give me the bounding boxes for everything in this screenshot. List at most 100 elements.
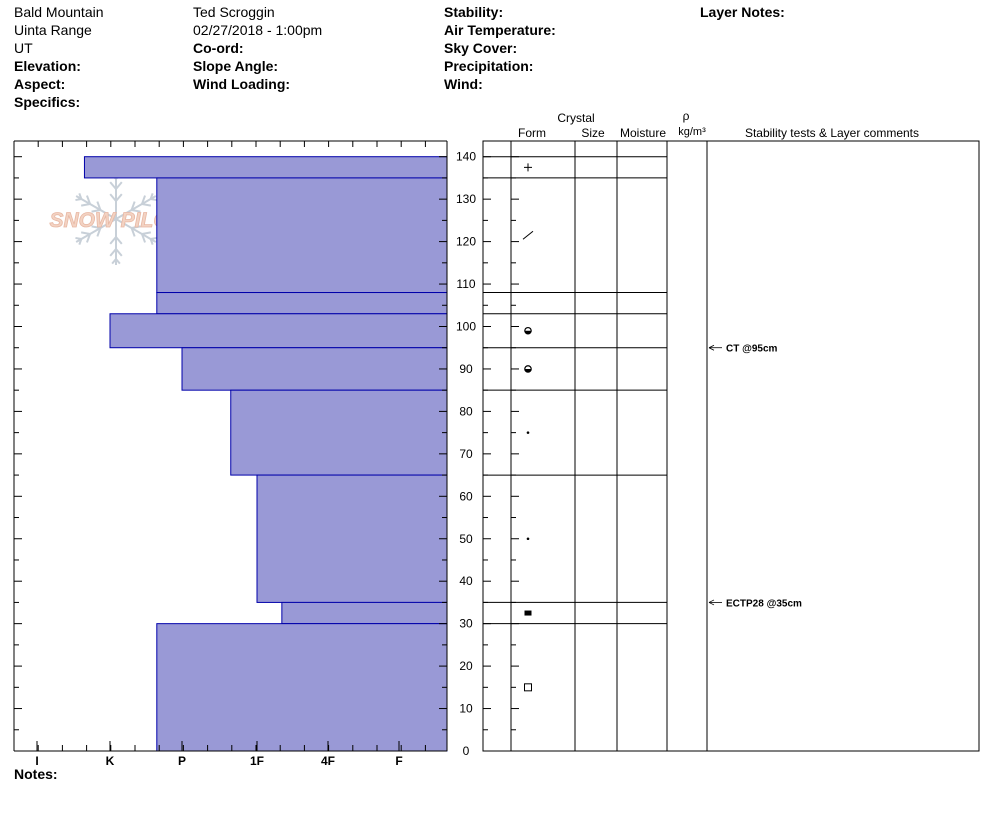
- mountain-range: Uinta Range: [14, 22, 92, 38]
- crystal-form-symbol: [524, 163, 532, 172]
- depth-tick-label: 140: [456, 150, 476, 164]
- depth-tick-label: 110: [456, 277, 475, 291]
- hardness-bar-3: [109, 313, 448, 349]
- snowflake-branch: [131, 209, 141, 213]
- snowflake-branch: [109, 193, 117, 202]
- crystal-form-symbol-fill: [525, 368, 531, 372]
- hardness-bar-5: [230, 389, 448, 476]
- hardness-bar-6: [256, 474, 448, 603]
- hardness-tick-label: 1F: [250, 754, 264, 768]
- snowflake-icon: [75, 173, 157, 265]
- depth-tick-label: 80: [459, 404, 473, 418]
- hardness-bar-0: [83, 156, 448, 179]
- snowflake-branch: [109, 248, 117, 257]
- snowflake-branch: [115, 193, 123, 202]
- snowflake-branch: [115, 248, 123, 257]
- snowflake-arm: [115, 218, 157, 243]
- air-temperature-label: Air Temperature:: [444, 22, 556, 38]
- hardness-axis: I K P 1F 4F F: [35, 741, 403, 768]
- crystal-form-symbol: [524, 610, 532, 616]
- snowflake-arm: [75, 218, 117, 243]
- hardness-bars: [83, 156, 448, 752]
- crystal-form-symbol-fill: [525, 330, 531, 334]
- stability-test-arrowhead: [708, 599, 715, 606]
- snowflake-branch: [80, 231, 91, 235]
- crystal-form-symbol: [526, 431, 530, 434]
- snowflake-branch: [109, 236, 117, 245]
- specifics-label: Specifics:: [14, 94, 81, 110]
- snowflake-branch: [75, 198, 82, 202]
- snowflake-branch: [141, 203, 152, 207]
- hardness-bar-2: [156, 292, 448, 315]
- snowflake-branch: [91, 209, 101, 213]
- stability-test-arrowhead: [708, 344, 715, 351]
- sky-cover-label: Sky Cover:: [444, 40, 518, 56]
- observation-datetime: 02/27/2018 - 1:00pm: [193, 22, 323, 38]
- depth-tick-label: 60: [459, 489, 473, 503]
- stability-test-label: CT @95cm: [726, 344, 778, 355]
- notes-label: Notes:: [14, 766, 58, 782]
- elevation-label: Elevation:: [14, 58, 81, 74]
- precipitation-label: Precipitation:: [444, 58, 534, 74]
- snowflake-branch: [131, 225, 141, 229]
- snowflake-branch: [150, 236, 157, 240]
- hardness-tick-label: 4F: [321, 754, 335, 768]
- crystal-form-symbol: [522, 230, 534, 240]
- form-header: Form: [518, 126, 546, 140]
- snowflake-branch: [115, 181, 123, 190]
- location-name: Bald Mountain: [14, 4, 104, 20]
- depth-tick-label: 40: [459, 574, 473, 588]
- state: UT: [14, 40, 33, 56]
- snowflake-branch: [115, 236, 123, 245]
- snowflake-branch: [96, 227, 102, 237]
- snowflake-branch: [80, 203, 91, 207]
- snowflake-branch: [115, 258, 121, 265]
- table-border: [482, 140, 980, 752]
- depth-tick-label: 10: [459, 702, 473, 716]
- aspect-label: Aspect:: [14, 76, 66, 92]
- slope-angle-label: Slope Angle:: [193, 58, 279, 74]
- depth-tick-label: 120: [456, 235, 476, 249]
- snowflake-branch: [141, 231, 152, 235]
- depth-tick-label: 130: [456, 192, 476, 206]
- snow-pilot-logo: SNOW PILOT: [49, 173, 185, 265]
- depth-tick-label: 30: [459, 617, 473, 631]
- comments-header: Stability tests & Layer comments: [745, 126, 919, 140]
- snowflake-branch: [91, 225, 101, 229]
- wind-label: Wind:: [444, 76, 483, 92]
- snowflake-branch: [96, 201, 102, 211]
- hardness-tick-label: K: [106, 754, 115, 768]
- snowflake-branch: [149, 193, 154, 200]
- crystal-header: Crystal: [557, 111, 594, 125]
- snowflake-branch: [130, 201, 136, 211]
- hardness-bar-7: [281, 601, 448, 625]
- depth-tick-label: 90: [459, 362, 473, 376]
- hardness-tick-label: P: [178, 754, 186, 768]
- observer-name: Ted Scroggin: [193, 4, 275, 20]
- hardness-bar-4: [181, 347, 448, 391]
- hardness-tick-label: F: [395, 754, 402, 768]
- snowflake-arm: [75, 195, 117, 220]
- hardness-bar-8: [156, 623, 448, 752]
- density-unit-header: kg/m³: [678, 126, 706, 138]
- wind-loading-label: Wind Loading:: [193, 76, 291, 92]
- snowflake-branch: [78, 238, 83, 245]
- snowflake-branch: [141, 233, 146, 243]
- depth-tick-label: 50: [459, 532, 473, 546]
- depth-tick-label: 70: [459, 447, 473, 461]
- hardness-tick-label: I: [35, 754, 38, 768]
- crystal-form-symbol: [524, 683, 532, 692]
- snowflake-branch: [86, 233, 91, 243]
- snowflake-arm: [115, 195, 157, 220]
- depth-tick-label: 0: [463, 744, 470, 758]
- hardness-plot-frame: [13, 140, 448, 752]
- snowflake-branch: [86, 195, 91, 205]
- depth-tick-label: 100: [456, 320, 476, 334]
- crystal-form-symbol: [526, 537, 530, 541]
- snowflake-branch: [141, 195, 146, 205]
- logo-text: SNOW PILOT: [50, 209, 185, 232]
- layer-notes-label: Layer Notes:: [700, 4, 785, 20]
- rho-header: ρ: [683, 109, 690, 123]
- moisture-header: Moisture: [620, 126, 666, 140]
